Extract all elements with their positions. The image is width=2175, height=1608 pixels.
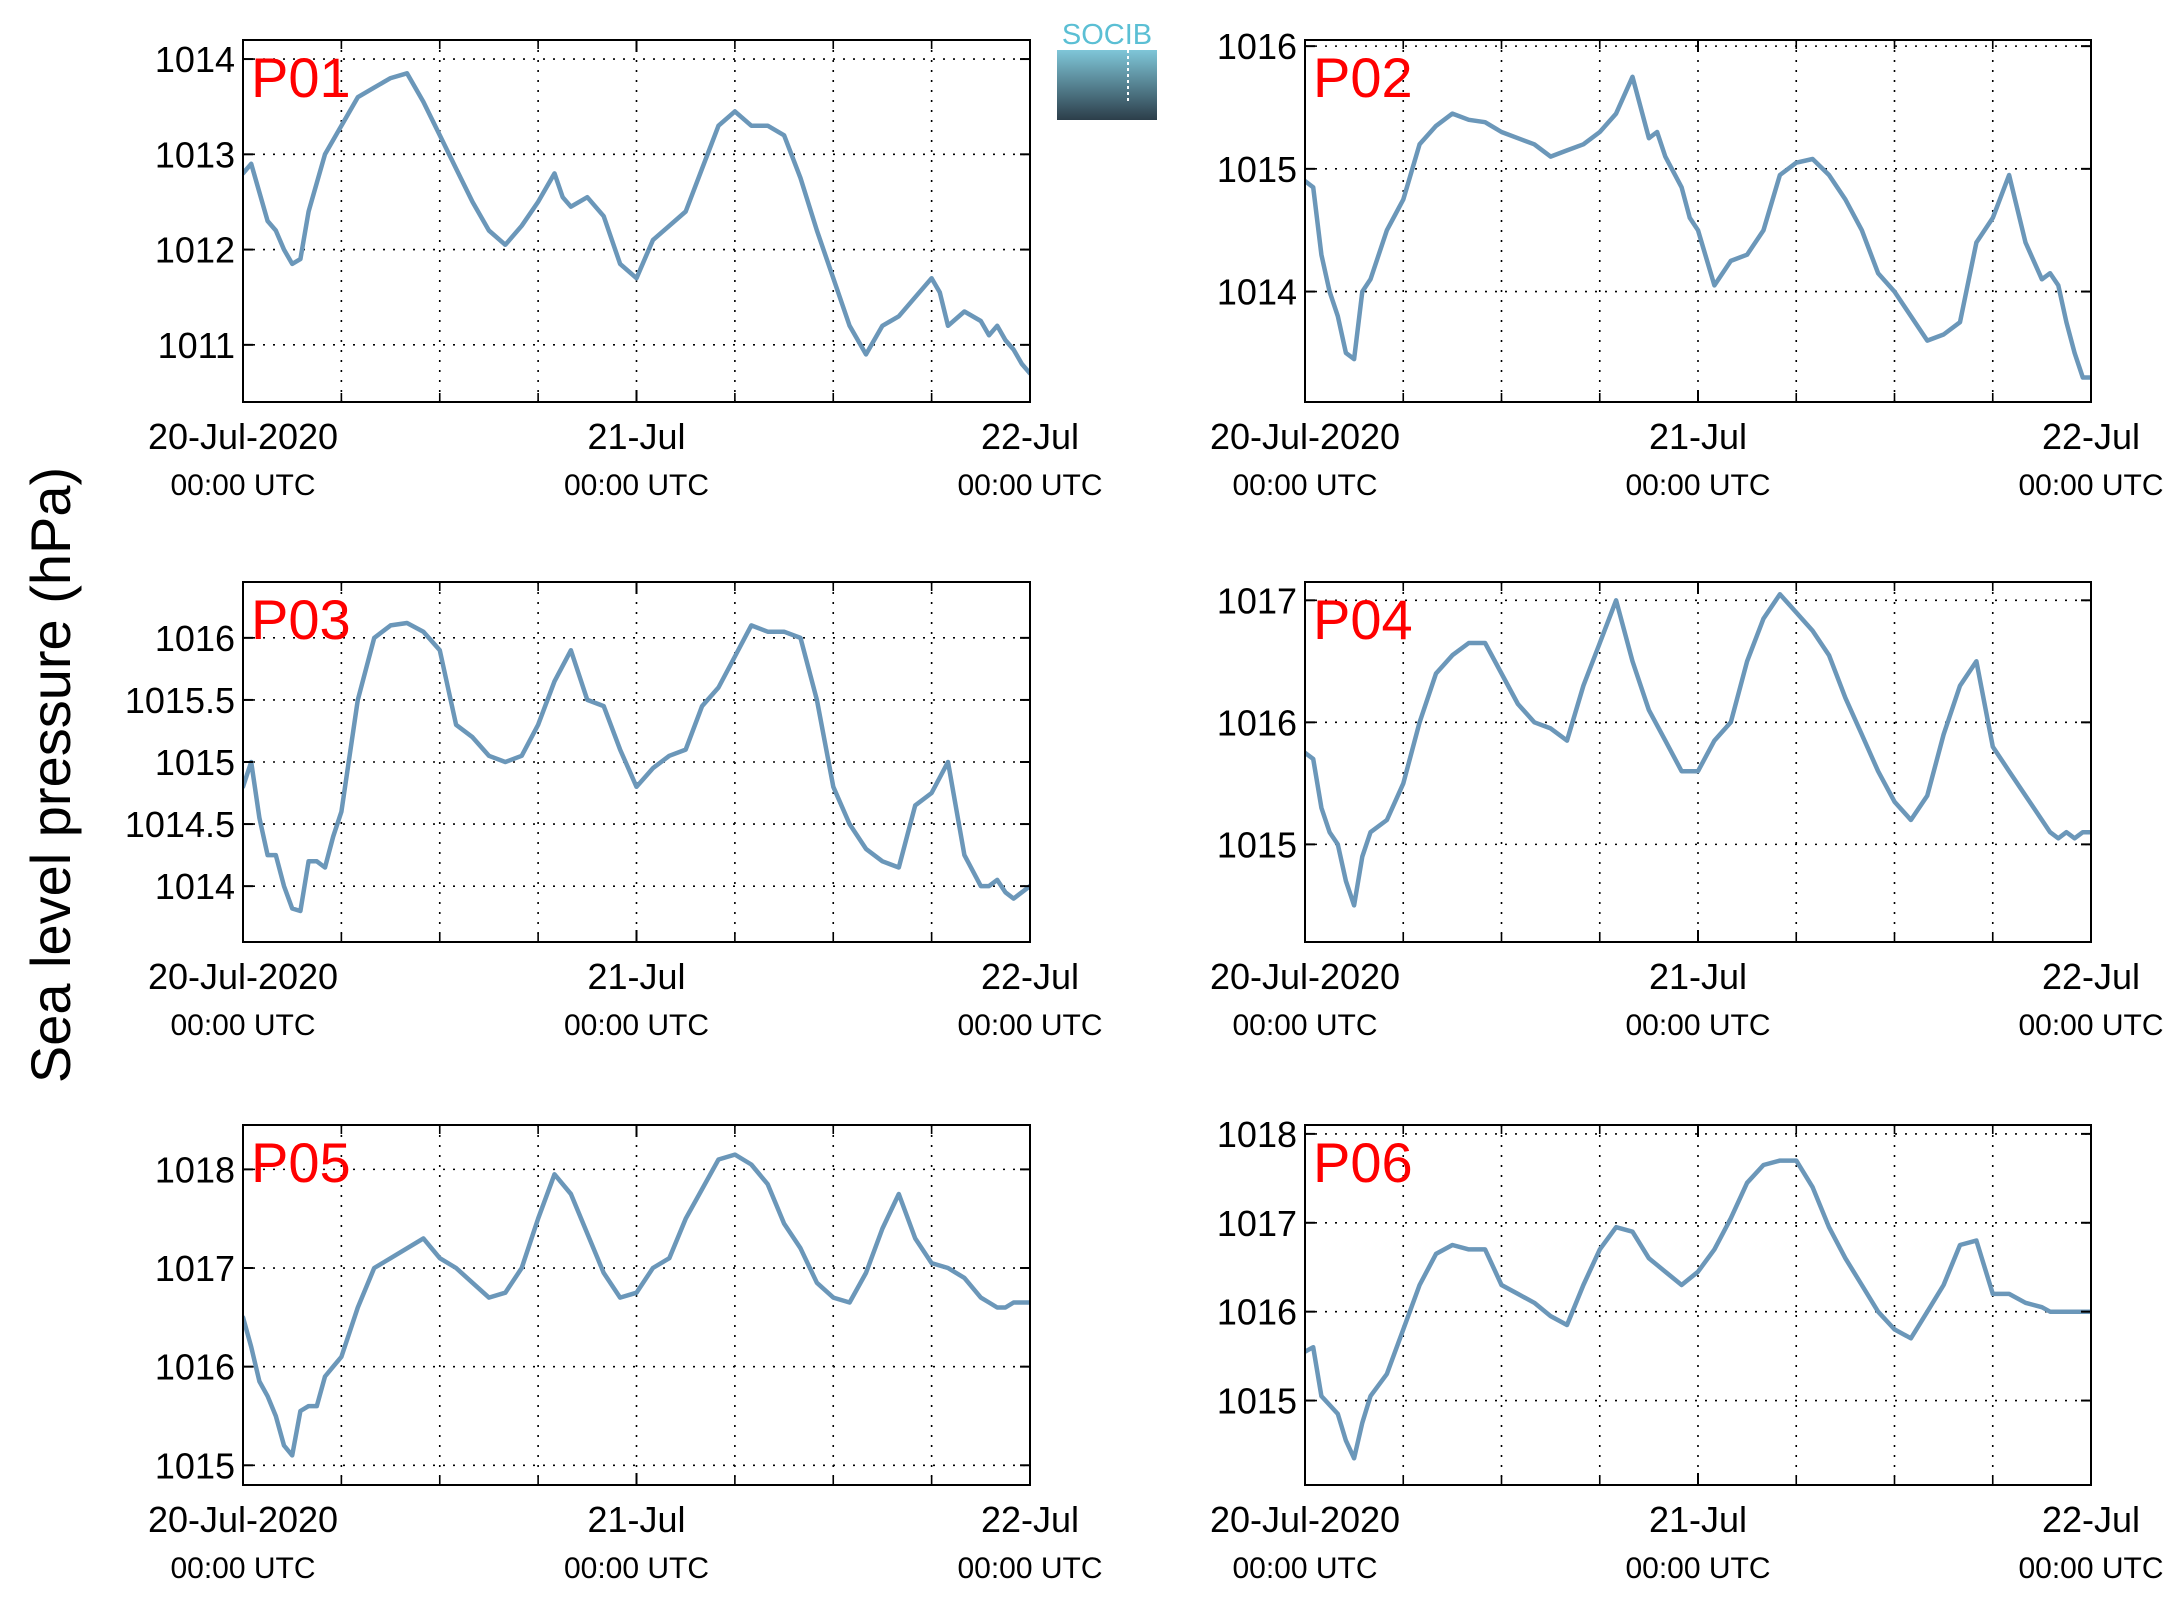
x-tick-sublabel-p06: 00:00 UTC bbox=[1232, 1552, 1377, 1585]
y-tick-label-p03: 1014 bbox=[155, 866, 235, 907]
socib-logo: SOCIB bbox=[1057, 20, 1157, 120]
panel-label-p02: P02 bbox=[1313, 46, 1413, 109]
x-tick-label-p01: 21-Jul bbox=[587, 416, 685, 457]
y-tick-label-p05: 1016 bbox=[155, 1347, 235, 1388]
y-tick-label-p01: 1013 bbox=[155, 134, 235, 175]
panel-label-p03: P03 bbox=[251, 588, 351, 651]
x-tick-sublabel-p04: 00:00 UTC bbox=[1232, 1009, 1377, 1042]
x-tick-label-p05: 21-Jul bbox=[587, 1499, 685, 1540]
x-tick-label-p05: 20-Jul-2020 bbox=[148, 1499, 338, 1540]
x-tick-sublabel-p01: 00:00 UTC bbox=[564, 469, 709, 502]
x-tick-sublabel-p01: 00:00 UTC bbox=[957, 469, 1102, 502]
y-tick-label-p05: 1015 bbox=[155, 1445, 235, 1486]
panel-label-p05: P05 bbox=[251, 1131, 351, 1194]
y-tick-label-p01: 1011 bbox=[158, 325, 235, 366]
series-line-p03 bbox=[243, 620, 1030, 914]
panel-p04: 1015 1016 1017 20-Jul-2020 00:00 UTC 21-Jul 00… bbox=[1210, 580, 2164, 1042]
panel-p03: 1014 1014.5 1015 1015.5 1016 20-Jul-2020 00:00… bbox=[125, 581, 1103, 1042]
y-tick-label-p04: 1016 bbox=[1217, 702, 1297, 743]
x-tick-label-p06: 20-Jul-2020 bbox=[1210, 1499, 1400, 1540]
x-tick-label-p01: 20-Jul-2020 bbox=[148, 416, 338, 457]
x-tick-label-p04: 20-Jul-2020 bbox=[1210, 956, 1400, 997]
panel-label-p06: P06 bbox=[1313, 1131, 1413, 1194]
y-tick-label-p04: 1015 bbox=[1217, 824, 1297, 865]
y-tick-label-p01: 1014 bbox=[155, 39, 235, 80]
y-tick-label-p05: 1017 bbox=[155, 1248, 235, 1289]
x-tick-label-p03: 22-Jul bbox=[981, 956, 1079, 997]
y-tick-label-p03: 1016 bbox=[155, 618, 235, 659]
x-tick-sublabel-p06: 00:00 UTC bbox=[1625, 1552, 1770, 1585]
panel-label-p01: P01 bbox=[251, 46, 351, 109]
x-tick-sublabel-p02: 00:00 UTC bbox=[2018, 469, 2163, 502]
x-tick-sublabel-p03: 00:00 UTC bbox=[957, 1009, 1102, 1042]
y-tick-label-p01: 1012 bbox=[155, 230, 235, 271]
x-tick-label-p05: 22-Jul bbox=[981, 1499, 1079, 1540]
y-tick-label-p02: 1015 bbox=[1217, 149, 1297, 190]
x-tick-label-p06: 21-Jul bbox=[1649, 1499, 1747, 1540]
panel-p06: 1015 1016 1017 1018 20-Jul-2020 00:00 UTC 21-J… bbox=[1210, 1114, 2164, 1585]
x-tick-label-p02: 20-Jul-2020 bbox=[1210, 416, 1400, 457]
x-tick-sublabel-p05: 00:00 UTC bbox=[957, 1552, 1102, 1585]
socib-logo-gradient bbox=[1057, 50, 1157, 120]
panel-p02: 1014 1015 1016 20-Jul-2020 00:00 UTC 21-Jul 00… bbox=[1210, 26, 2164, 502]
y-tick-label-p04: 1017 bbox=[1217, 580, 1297, 621]
panel-p01: 1011 1012 1013 1014 20-Jul-2020 00:00 UTC 21-J… bbox=[148, 39, 1103, 502]
x-tick-label-p04: 21-Jul bbox=[1649, 956, 1747, 997]
socib-logo-text: SOCIB bbox=[1062, 20, 1152, 51]
x-tick-label-p03: 20-Jul-2020 bbox=[148, 956, 338, 997]
x-tick-label-p03: 21-Jul bbox=[587, 956, 685, 997]
chart-panels: 1011 1012 1013 1014 20-Jul-2020 00:00 UTC 21-J… bbox=[125, 26, 2164, 1585]
x-tick-sublabel-p05: 00:00 UTC bbox=[170, 1552, 315, 1585]
x-tick-sublabel-p06: 00:00 UTC bbox=[2018, 1552, 2163, 1585]
y-tick-label-p05: 1018 bbox=[155, 1149, 235, 1190]
y-tick-label-p06: 1016 bbox=[1217, 1292, 1297, 1333]
x-tick-label-p02: 21-Jul bbox=[1649, 416, 1747, 457]
series-line-p04 bbox=[1305, 591, 2091, 908]
y-tick-label-p03: 1015 bbox=[155, 742, 235, 783]
y-tick-label-p03: 1015.5 bbox=[125, 680, 235, 721]
y-tick-label-p06: 1017 bbox=[1217, 1203, 1297, 1244]
x-tick-sublabel-p05: 00:00 UTC bbox=[564, 1552, 709, 1585]
x-tick-label-p06: 22-Jul bbox=[2042, 1499, 2140, 1540]
x-tick-sublabel-p04: 00:00 UTC bbox=[2018, 1009, 2163, 1042]
x-tick-sublabel-p03: 00:00 UTC bbox=[564, 1009, 709, 1042]
series-line-p05 bbox=[243, 1152, 1030, 1458]
x-tick-sublabel-p04: 00:00 UTC bbox=[1625, 1009, 1770, 1042]
y-tick-label-p06: 1015 bbox=[1217, 1381, 1297, 1422]
x-tick-label-p04: 22-Jul bbox=[2042, 956, 2140, 997]
figure-y-axis-label: Sea level pressure (hPa) bbox=[19, 467, 82, 1083]
x-tick-label-p02: 22-Jul bbox=[2042, 416, 2140, 457]
panel-p05: 1015 1016 1017 1018 20-Jul-2020 00:00 UTC 21-J… bbox=[148, 1124, 1103, 1585]
x-tick-label-p01: 22-Jul bbox=[981, 416, 1079, 457]
x-tick-sublabel-p02: 00:00 UTC bbox=[1232, 469, 1377, 502]
x-tick-sublabel-p01: 00:00 UTC bbox=[170, 469, 315, 502]
y-tick-label-p06: 1018 bbox=[1217, 1114, 1297, 1155]
y-tick-label-p02: 1014 bbox=[1217, 272, 1297, 313]
panel-label-p04: P04 bbox=[1313, 588, 1413, 651]
series-line-p06 bbox=[1305, 1158, 2091, 1461]
series-line-p02 bbox=[1305, 74, 2091, 380]
x-tick-sublabel-p03: 00:00 UTC bbox=[170, 1009, 315, 1042]
y-tick-label-p02: 1016 bbox=[1217, 26, 1297, 67]
series-line-p01 bbox=[243, 71, 1030, 376]
y-tick-label-p03: 1014.5 bbox=[125, 804, 235, 845]
x-tick-sublabel-p02: 00:00 UTC bbox=[1625, 469, 1770, 502]
